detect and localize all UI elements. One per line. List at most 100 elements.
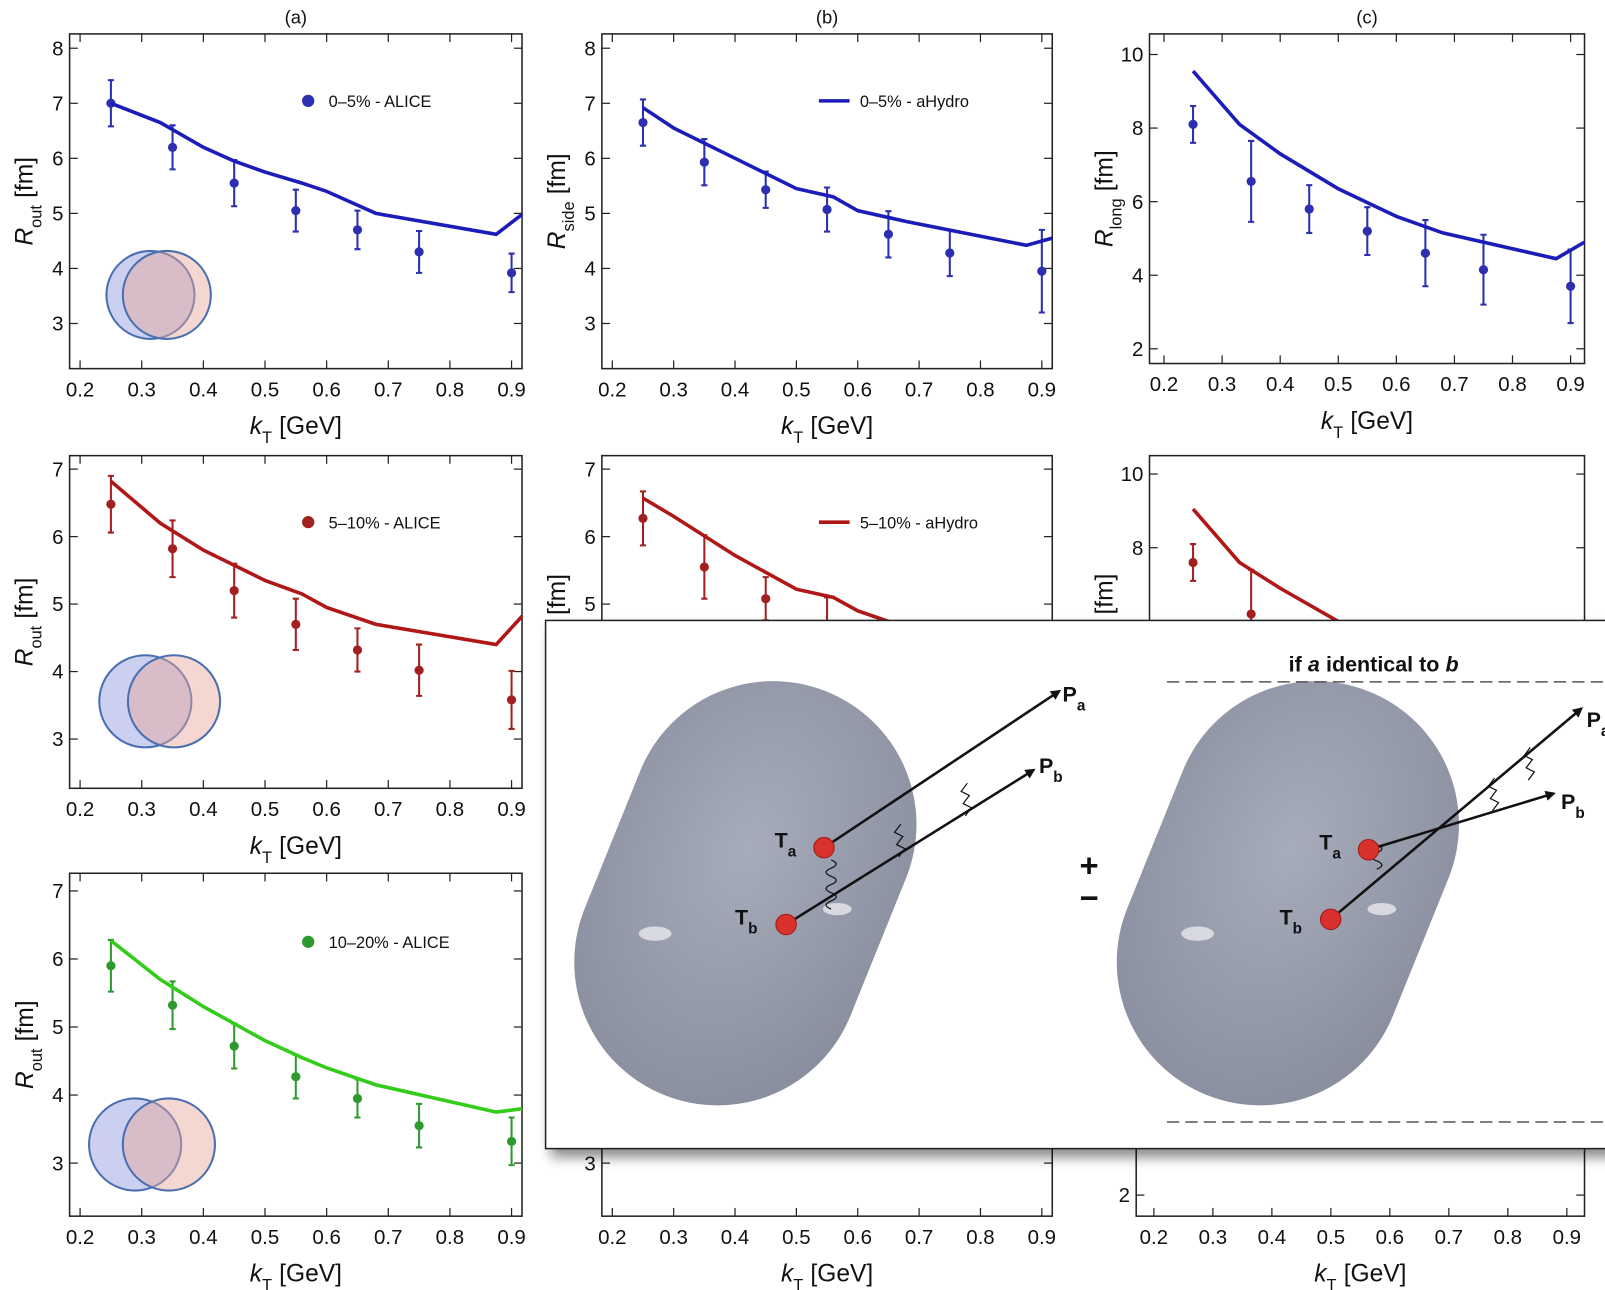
y-tick-label: 4 [1132,264,1143,287]
x-axis-label: kT [GeV] [781,1261,873,1290]
model-line [642,496,908,630]
x-axis-label: kT [GeV] [1314,1261,1406,1290]
model-line [641,106,1053,248]
data-point [167,1000,178,1010]
data-point [638,513,648,523]
x-tick-label: 0.8 [436,378,464,401]
x-tick-label: 0.6 [1382,373,1410,396]
data-point [1246,609,1256,619]
x-tick-label: 0.3 [127,798,155,821]
data-point [352,225,363,235]
fireball [574,681,917,1106]
diagram-label: Pb [1561,790,1585,821]
x-tick-label: 0.7 [374,798,402,821]
legend-label: 5–10% - ALICE [329,514,441,532]
highlight [638,926,672,941]
x-tick-label: 0.7 [374,378,402,401]
data-point [167,142,178,152]
highlight [1367,902,1397,916]
x-tick-label: 0.2 [1140,1226,1168,1249]
label-symbol: k [1314,1261,1328,1288]
x-tick-label: 0.5 [251,378,279,401]
x-tick-label: 0.7 [905,1226,933,1249]
chart-panel: (b) 0.2 0.3 0.4 0.5 0.6 0.7 0.8 0.9 3 4 5 6 7 8 kT [GeV]… [544,7,1056,447]
y-axis-label: Rside [fm] [544,153,578,249]
data-point [945,248,955,258]
label-unit: [GeV] [1350,408,1413,435]
data-point [1037,266,1047,276]
x-tick-label: 0.8 [966,378,994,401]
model-line [110,101,524,237]
label-symbol: k [781,413,795,440]
y-tick-label: 4 [52,661,63,684]
chart-title: (a) [285,7,308,28]
legend-swatch [302,935,315,948]
y-tick-label: 5 [52,593,63,616]
x-tick-label: 0.6 [312,1226,340,1249]
x-tick-label: 0.5 [251,1226,279,1249]
y-tick-label: 6 [584,147,595,170]
plot-frame [68,872,523,1217]
y-tick-label: 4 [52,258,63,281]
data-point [352,645,363,655]
label-unit: [GeV] [279,413,342,440]
x-tick-label: 0.3 [127,378,155,401]
y-axis-label: Rlong [fm] [1092,150,1126,247]
y-tick-label: 3 [584,1152,595,1175]
data-point [1304,204,1314,214]
chart-panel: 0.2 0.3 0.4 0.5 0.6 0.7 0.8 0.9 3 4 5 6 7 kT [GeV] Rout… [12,454,526,867]
data-point [229,585,239,596]
data-point [414,247,424,257]
label-unit: [GeV] [1344,1261,1407,1288]
label-unit: [fm] [12,157,39,198]
x-tick-label: 0.5 [1317,1226,1345,1249]
label-unit: [fm] [1092,150,1119,191]
chart-panel: (a) 0.2 0.3 0.4 0.5 0.6 0.7 0.8 0.9 3 4 5 6 7 8 kT [GeV]… [12,7,526,447]
label-subscript: T [1333,424,1343,442]
y-tick-label: 5 [52,203,63,226]
y-tick-label: 3 [584,313,595,336]
y-tick-label: 6 [1132,191,1143,214]
data-point [414,1121,424,1131]
plot-frame [601,33,1054,370]
model-line [1191,69,1586,261]
y-axis-label: Rout [fm] [12,578,46,667]
highlight [822,902,852,916]
x-tick-label: 0.4 [189,798,217,821]
plot-frame [68,33,523,370]
y-tick-label: 8 [52,37,63,60]
x-tick-label: 0.2 [66,798,94,821]
y-tick-label: 3 [52,313,63,336]
y-tick-label: 6 [52,147,63,170]
y-tick-label: 6 [52,948,63,971]
x-tick-label: 0.8 [1498,373,1526,396]
legend-swatch [302,94,315,107]
label-subscript: out [28,1048,46,1071]
x-tick-label: 0.9 [1556,373,1584,396]
data-point [291,1072,301,1082]
data-point [291,619,301,629]
x-tick-label: 0.6 [844,1226,872,1249]
data-point [699,562,709,572]
x-tick-label: 0.9 [497,1226,525,1249]
y-tick-label: 8 [1132,537,1143,560]
data-point [291,206,301,216]
label-symbol: T [735,905,748,929]
y-tick-label: 5 [584,203,595,226]
label-symbol: T [775,829,788,853]
x-tick-label: 0.9 [1553,1226,1581,1249]
label-symbol: R [544,231,571,249]
x-tick-label: 0.7 [1440,373,1468,396]
x-tick-label: 0.4 [189,1226,217,1249]
sign: + [1080,846,1099,883]
data-point [1565,281,1576,291]
label-subscript: b [1053,768,1062,785]
x-tick-label: 0.7 [1435,1226,1463,1249]
data-point [883,229,894,239]
y-tick-label: 4 [584,258,595,281]
label-symbol: k [250,413,264,440]
label-subscript: a [788,843,797,860]
sign: − [1080,879,1099,916]
data-point [506,268,517,278]
